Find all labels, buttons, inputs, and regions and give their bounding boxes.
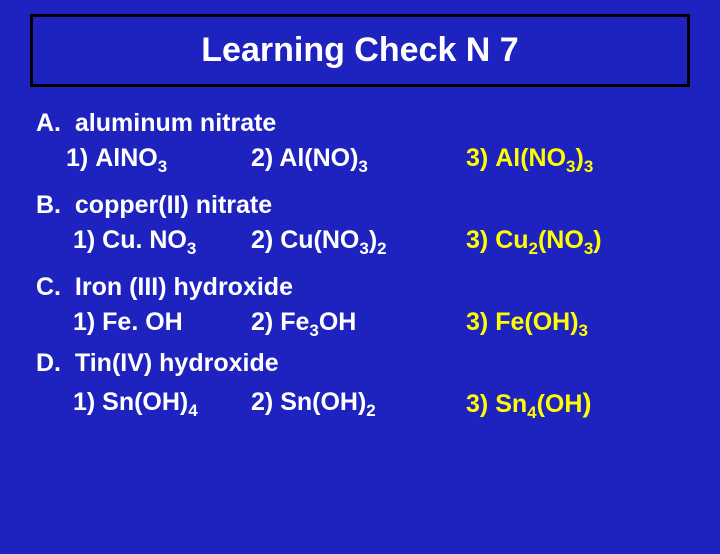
question-a-name: aluminum nitrate bbox=[75, 109, 276, 137]
question-a-letter: A. bbox=[36, 109, 61, 137]
question-d-letter: D. bbox=[36, 349, 61, 377]
option-b-3: 3) Cu2(NO3) bbox=[466, 226, 666, 259]
option-c-3: 3) Fe(OH)3 bbox=[466, 308, 666, 341]
option-d-2: 2) Sn(OH)2 bbox=[251, 388, 466, 423]
question-c-name: Iron (III) hydroxide bbox=[75, 273, 293, 301]
options-row-c: 1) Fe. OH 2) Fe3OH 3) Fe(OH)3 bbox=[66, 308, 684, 341]
slide-title: Learning Check N 7 bbox=[201, 31, 518, 69]
question-d-name: Tin(IV) hydroxide bbox=[75, 349, 279, 377]
option-a-2: 2) Al(NO)3 bbox=[251, 144, 466, 177]
option-a-3: 3) Al(NO3)3 bbox=[466, 144, 666, 177]
option-c-2: 2) Fe3OH bbox=[251, 308, 466, 341]
option-d-1: 1) Sn(OH)4 bbox=[66, 388, 251, 423]
options-row-b: 1) Cu. NO3 2) Cu(NO3)2 3) Cu2(NO3) bbox=[66, 226, 684, 259]
question-b-letter: B. bbox=[36, 191, 61, 219]
option-b-2: 2) Cu(NO3)2 bbox=[251, 226, 466, 259]
question-c-letter: C. bbox=[36, 273, 61, 301]
option-a-1: 1) AlNO3 bbox=[66, 144, 251, 177]
question-a: A. aluminum nitrate bbox=[36, 109, 684, 138]
title-box: Learning Check N 7 bbox=[30, 14, 690, 87]
question-c: C. Iron (III) hydroxide bbox=[36, 273, 684, 302]
option-c-1: 1) Fe. OH bbox=[66, 308, 251, 341]
options-row-a: 1) AlNO3 2) Al(NO)3 3) Al(NO3)3 bbox=[66, 144, 684, 177]
options-row-d: 1) Sn(OH)4 2) Sn(OH)2 3) Sn4(OH) bbox=[66, 388, 684, 423]
content-area: A. aluminum nitrate 1) AlNO3 2) Al(NO)3 … bbox=[0, 87, 720, 423]
option-b-1: 1) Cu. NO3 bbox=[66, 226, 251, 259]
option-d-3: 3) Sn4(OH) bbox=[466, 388, 666, 423]
question-d: D. Tin(IV) hydroxide bbox=[36, 349, 684, 378]
question-b-name: copper(II) nitrate bbox=[75, 191, 272, 219]
question-b: B. copper(II) nitrate bbox=[36, 191, 684, 220]
